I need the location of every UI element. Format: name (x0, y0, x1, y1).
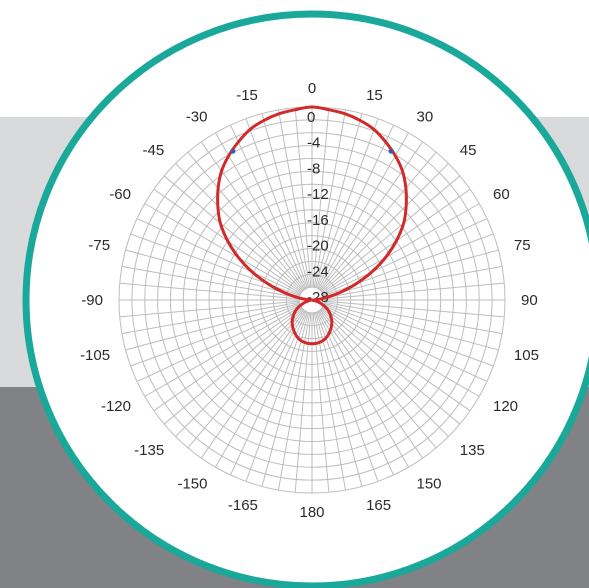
angle-tick-label: -150 (177, 476, 207, 493)
radial-tick-label: -24 (307, 263, 329, 280)
grid-spoke (316, 311, 395, 476)
grid-spoke (319, 151, 437, 291)
grid-spoke (318, 310, 409, 468)
angle-tick-label: 135 (460, 442, 485, 459)
grid-spoke (125, 249, 300, 298)
grid-spoke (313, 109, 347, 288)
grid-spoke (200, 310, 306, 459)
grid-spoke (261, 113, 310, 288)
grid-spoke (316, 124, 395, 289)
angle-tick-label: -90 (81, 292, 103, 309)
angle-tick-labels: 0 153045607590105120135150165180-165-150-… (80, 80, 539, 521)
angle-tick-label: 105 (514, 347, 539, 364)
grid-spoke (324, 249, 499, 298)
angle-tick-label: 45 (460, 142, 477, 159)
grid-spoke (163, 175, 303, 293)
grid-spoke (277, 109, 311, 288)
grid-spoke (320, 308, 449, 437)
grid-spoke (324, 282, 505, 300)
grid-spoke (294, 107, 312, 288)
pattern-markers (230, 148, 394, 154)
angle-tick-label: 165 (366, 497, 391, 514)
grid-spoke (229, 311, 308, 476)
angle-tick-label: -30 (186, 108, 208, 125)
radial-tick-label: -16 (307, 212, 329, 229)
radial-tick-label: -4 (307, 135, 320, 152)
radial-tick-labels: 0 -4 -8 -12 -16 -20 -24 -28 (307, 109, 329, 306)
grid-spoke (215, 310, 306, 468)
grid-spoke (215, 132, 306, 290)
angle-tick-label: 30 (417, 108, 434, 125)
angle-tick-label: 60 (493, 186, 510, 203)
grid-spoke (322, 203, 480, 294)
grid-spoke (321, 307, 461, 425)
grid-spoke (175, 163, 304, 292)
grid-spoke (119, 282, 300, 300)
angle-tick-label: -135 (134, 442, 164, 459)
grid-spoke (319, 309, 437, 449)
grid-spoke (144, 306, 302, 397)
grid-spoke (163, 307, 303, 425)
angle-tick-label: 0 (308, 80, 316, 97)
grid-spoke (245, 311, 309, 482)
radial-tick-label: -28 (307, 289, 329, 306)
grid-spoke (318, 310, 424, 459)
grid-spoke (315, 118, 379, 289)
radial-tick-label: -12 (307, 186, 329, 203)
grid-spoke (321, 175, 461, 293)
angle-tick-label: -75 (88, 237, 110, 254)
grid-spoke (200, 141, 306, 290)
grid-spoke (312, 107, 330, 288)
angle-tick-label: -60 (109, 186, 131, 203)
grid-spoke (324, 301, 503, 335)
grid-spoke (175, 308, 304, 437)
angle-tick-label: -15 (236, 87, 258, 104)
angular-grid-spokes (119, 107, 505, 493)
grid-spoke (324, 302, 499, 351)
grid-spoke (315, 311, 379, 482)
grid-spoke (136, 217, 301, 296)
pattern-marker (388, 148, 394, 154)
grid-spoke (187, 151, 305, 291)
radial-tick-label: 0 (307, 109, 315, 126)
grid-spoke (153, 306, 302, 412)
grid-spoke (323, 304, 488, 383)
angle-tick-label: 90 (521, 292, 538, 309)
grid-spoke (322, 306, 471, 412)
grid-spoke (130, 303, 301, 367)
grid-spoke (318, 132, 409, 290)
angle-tick-label: -120 (101, 398, 131, 415)
angle-tick-label: -45 (143, 142, 165, 159)
grid-spoke (245, 118, 309, 289)
grid-spoke (324, 265, 503, 299)
pattern-marker (230, 148, 236, 154)
grid-spoke (320, 163, 449, 292)
grid-spoke (323, 217, 488, 296)
grid-spoke (121, 265, 300, 299)
grid-spoke (323, 303, 494, 367)
grid-spoke (187, 309, 305, 449)
grid-spoke (119, 300, 300, 318)
angle-tick-label: 15 (366, 87, 383, 104)
grid-spoke (314, 113, 363, 288)
angle-tick-label: 150 (417, 476, 442, 493)
radiation-pattern-line (216, 105, 408, 346)
grid-spoke (144, 203, 302, 294)
grid-spoke (136, 304, 301, 383)
angle-tick-label: -165 (228, 497, 258, 514)
grid-spoke (121, 301, 300, 335)
grid-spoke (229, 124, 308, 289)
grid-spoke (324, 300, 505, 318)
grid-spoke (318, 141, 424, 290)
angle-tick-label: 120 (493, 398, 518, 415)
grid-spoke (125, 302, 300, 351)
radial-tick-label: -8 (307, 161, 320, 178)
grid-spoke (322, 306, 480, 397)
angle-tick-label: -105 (80, 347, 110, 364)
angle-tick-label: 180 (299, 504, 324, 521)
angle-tick-label: 75 (514, 237, 531, 254)
radial-tick-label: -20 (307, 238, 329, 255)
